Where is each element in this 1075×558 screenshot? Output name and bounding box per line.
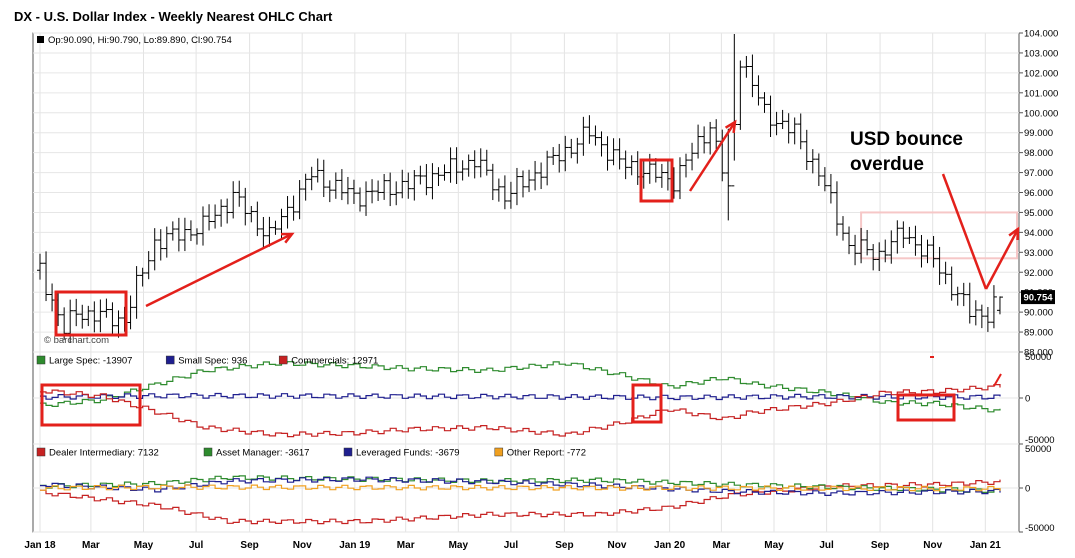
y-tick-label: 0 [1025, 394, 1030, 405]
x-tick-label: Jul [819, 540, 834, 551]
series-line-small-spec [40, 392, 1001, 401]
y-tick-label: 100.000 [1024, 108, 1058, 119]
series-line-dealer-intermediary [40, 479, 1001, 525]
y-tick-label: 94.000 [1024, 228, 1053, 239]
highlight-box [639, 158, 674, 203]
ohlc-values: Op:90.090, Hi:90.790, Lo:89.890, Cl:90.7… [48, 35, 232, 46]
y-tick-label: 0 [1025, 484, 1030, 495]
legend-swatch [343, 447, 353, 457]
x-tick-label: May [764, 540, 784, 551]
y-tick-label: 102.000 [1024, 68, 1058, 79]
annotation-text: USD bounce [850, 129, 963, 150]
legend-swatch [494, 447, 504, 457]
legend-swatch [165, 355, 175, 365]
annotation-dash [993, 373, 1002, 387]
y-tick-label: 50000 [1025, 444, 1051, 455]
y-tick-label: 95.000 [1024, 208, 1053, 219]
legend-swatch [36, 355, 46, 365]
watermark: © barchart.com [44, 335, 109, 346]
x-tick-label: Mar [397, 540, 415, 551]
y-tick-label: 99.000 [1024, 128, 1053, 139]
projection-arrow [984, 228, 1020, 290]
series-line-other-report [40, 484, 1001, 492]
last-price-tag [1021, 290, 1055, 305]
y-tick-label: 93.000 [1024, 248, 1053, 259]
projection-arrow [941, 173, 988, 290]
x-tick-label: Jul [504, 540, 519, 551]
legend-label: Asset Manager: -3617 [216, 448, 309, 459]
x-tick-label: Sep [240, 540, 258, 551]
y-tick-label: 90.000 [1024, 308, 1053, 319]
highlight-box [631, 383, 663, 424]
x-tick-label: Mar [82, 540, 100, 551]
y-tick-label: 101.000 [1024, 88, 1058, 99]
x-tick-label: Nov [293, 540, 312, 551]
x-tick-label: May [449, 540, 469, 551]
legend-label: Commercials: 12971 [291, 356, 378, 367]
trend-arrow-head [724, 119, 737, 134]
x-tick-label: Jan 20 [654, 540, 686, 551]
x-tick-label: Nov [608, 540, 627, 551]
x-tick-label: Mar [712, 540, 730, 551]
legend-swatch [36, 447, 46, 457]
trend-arrow-head [280, 232, 295, 244]
y-tick-label: 50000 [1025, 352, 1051, 363]
y-tick-label: 104.000 [1024, 29, 1058, 40]
series-line-commercials [40, 384, 1001, 438]
x-tick-label: Jan 19 [339, 540, 371, 551]
legend-swatch [203, 447, 213, 457]
x-tick-label: Sep [871, 540, 889, 551]
y-tick-label: 92.000 [1024, 268, 1053, 279]
y-tick-label: 97.000 [1024, 168, 1053, 179]
legend-label: Other Report: -772 [507, 448, 586, 459]
x-tick-label: Sep [555, 540, 573, 551]
legend-label: Large Spec: -13907 [49, 356, 132, 367]
y-tick-label: 98.000 [1024, 148, 1053, 159]
x-tick-label: Nov [923, 540, 942, 551]
trend-arrow [145, 232, 293, 308]
legend-label: Small Spec: 936 [178, 356, 247, 367]
highlight-box [54, 290, 128, 337]
y-tick-label: 89.000 [1024, 328, 1053, 339]
y-tick-label: 96.000 [1024, 188, 1053, 199]
y-tick-label: -50000 [1025, 435, 1055, 446]
x-tick-label: Jan 21 [970, 540, 1002, 551]
ohlc-bars [37, 33, 1003, 343]
highlight-box [40, 383, 142, 427]
y-tick-label: -50000 [1025, 523, 1055, 534]
y-tick-label: 103.000 [1024, 48, 1058, 59]
projection-arrow-head [1008, 226, 1020, 241]
x-tick-label: Jan 18 [24, 540, 56, 551]
panel-2-series [40, 361, 1001, 438]
highlight-box [896, 393, 956, 422]
y-tick-label: 88.000 [1024, 348, 1053, 359]
panel-3-series [40, 475, 1001, 525]
x-tick-label: Jul [189, 540, 204, 551]
legend-label: Dealer Intermediary: 7132 [49, 448, 159, 459]
chart-title: DX - U.S. Dollar Index - Weekly Nearest … [14, 9, 333, 24]
legend-label: Leveraged Funds: -3679 [356, 448, 460, 459]
trend-arrow [688, 121, 737, 192]
ohlc-legend-swatch [37, 36, 44, 43]
x-tick-label: May [134, 540, 154, 551]
annotation-text: overdue [850, 154, 924, 175]
last-price-label: 90.754 [1023, 293, 1053, 304]
legend-swatch [278, 355, 288, 365]
series-line-leveraged-funds [40, 476, 1001, 496]
